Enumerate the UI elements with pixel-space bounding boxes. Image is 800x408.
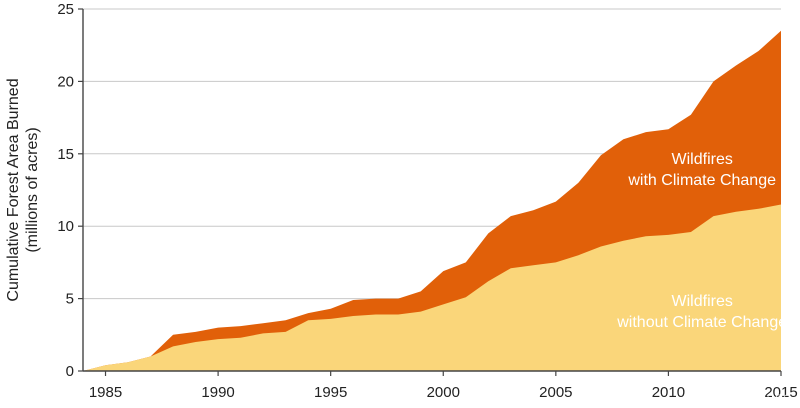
x-tick-label-6: 2015 (764, 384, 797, 401)
annotation-1-line-0: Wildfires (672, 293, 733, 310)
y-axis-label-line-1: (millions of acres) (24, 127, 41, 252)
y-axis-label: Cumulative Forest Area Burned (millions o… (5, 78, 41, 301)
x-tick-label-3: 2000 (427, 384, 460, 401)
y-axis-label-line-0: Cumulative Forest Area Burned (5, 78, 22, 301)
x-tick-label-1: 1990 (201, 384, 234, 401)
x-tick-labels: 1985 1990 1995 2000 2005 2010 2015 (89, 384, 798, 401)
area-series-0 (83, 204, 781, 371)
x-tick-label-4: 2005 (539, 384, 572, 401)
annotation-0-line-1: with Climate Change (627, 172, 776, 189)
annotation-0-line-0: Wildfires (672, 151, 733, 168)
axes (78, 8, 782, 376)
y-tick-label-5: 25 (57, 1, 74, 18)
annotation-series-1: Wildfires with Climate Change (627, 151, 776, 189)
annotation-series-0: Wildfires without Climate Change (616, 293, 787, 331)
area-annotations: Wildfires with Climate Change Wildfires wit… (616, 151, 787, 331)
y-tick-label-0: 0 (66, 363, 74, 380)
x-tick-label-0: 1985 (89, 384, 122, 401)
y-tick-label-4: 20 (57, 73, 74, 90)
x-tick-label-5: 2010 (652, 384, 685, 401)
y-tick-label-2: 10 (57, 218, 74, 235)
annotation-1-line-1: without Climate Change (616, 314, 787, 331)
y-tick-label-1: 5 (66, 291, 74, 308)
y-tick-labels: 0 5 10 15 20 25 (57, 1, 74, 380)
area-series (83, 30, 781, 371)
x-tick-label-2: 1995 (314, 384, 347, 401)
y-tick-label-3: 15 (57, 146, 74, 163)
watermark: SCIENCEAGGREG (688, 393, 792, 405)
